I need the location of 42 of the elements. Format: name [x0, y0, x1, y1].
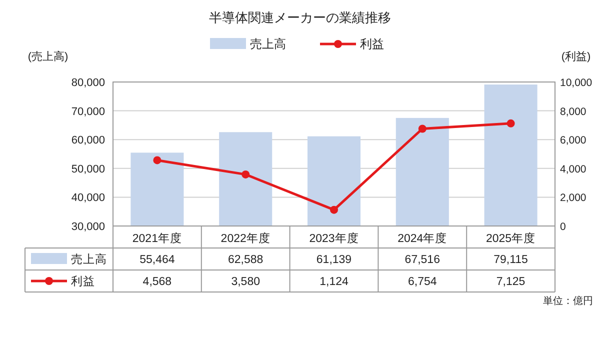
- point: [330, 206, 338, 214]
- x-tick-label: 2021年度: [132, 231, 182, 245]
- chart-title: 半導体関連メーカーの業績推移: [209, 10, 391, 25]
- data-label: 79,115: [494, 254, 528, 266]
- legend-利益: 利益: [320, 37, 384, 51]
- point: [418, 124, 426, 133]
- point: [242, 170, 250, 178]
- x-tick-label: 2023年度: [309, 231, 359, 245]
- x-tick-label: 2022年度: [220, 231, 270, 245]
- y2-tick-label: 0: [560, 221, 566, 233]
- data-label: 67,516: [404, 254, 440, 266]
- legend-label: 利益: [360, 37, 384, 51]
- x-tick-label: 2025年度: [486, 231, 536, 245]
- y-tick-label: 40,000: [71, 192, 105, 204]
- data-label: 1,124: [320, 276, 349, 288]
- y2-tick-label: 6,000: [560, 134, 586, 147]
- x-tick-label: 2024年度: [398, 231, 448, 245]
- legend-label: 売上高: [250, 37, 286, 51]
- y2-tick-label: 10,000: [560, 77, 592, 89]
- data-label: 62,588: [228, 254, 264, 266]
- point: [506, 119, 515, 128]
- data-label: 55,464: [140, 254, 176, 266]
- y-tick-label: 30,000: [71, 221, 105, 233]
- text: 単位：億円: [543, 295, 593, 307]
- y-tick-label: 60,000: [71, 134, 105, 147]
- data-label: 61,139: [316, 254, 352, 266]
- y2-axis-title: (利益): [561, 50, 591, 63]
- y2-tick-label: 8,000: [560, 106, 586, 118]
- text: 利益: [71, 276, 95, 288]
- y-axis-title: (売上高): [28, 50, 68, 63]
- point: [153, 156, 162, 164]
- data-label: 7,125: [496, 276, 526, 288]
- y-tick-label: 80,000: [71, 77, 105, 89]
- y-tick-label: 50,000: [71, 163, 105, 176]
- text: 売上高: [71, 254, 107, 266]
- data-label: 4,568: [142, 276, 172, 288]
- data-label: 6,754: [408, 276, 438, 288]
- data-label: 3,580: [231, 276, 260, 288]
- legend-売上高: 売上高: [210, 37, 286, 51]
- y2-tick-label: 2,000: [560, 192, 586, 204]
- y2-tick-label: 4,000: [560, 163, 586, 176]
- y-tick-label: 70,000: [71, 106, 105, 118]
